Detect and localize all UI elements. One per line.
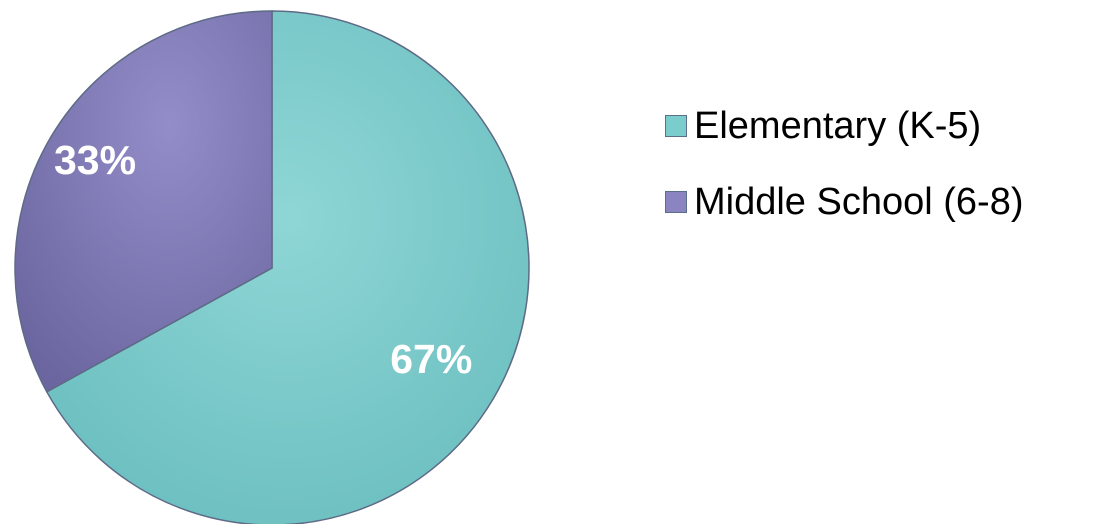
legend-swatch-elementary: [665, 115, 687, 137]
legend-swatch-middle-school: [665, 191, 687, 213]
legend-label-elementary: Elementary (K-5): [694, 104, 982, 147]
legend-item-elementary: Elementary (K-5): [665, 101, 1023, 151]
chart-legend: Elementary (K-5) Middle School (6-8): [665, 101, 1023, 253]
slice-label-elementary: 67%: [390, 336, 472, 382]
pie-slice-middle-school: [14, 10, 273, 393]
legend-label-middle-school: Middle School (6-8): [694, 180, 1024, 223]
slice-label-middle-school: 33%: [54, 137, 136, 183]
pie-slices: [14, 10, 530, 524]
pie-slice-labels: 67% 33%: [54, 137, 472, 382]
pie-slice-elementary: [45, 10, 530, 524]
legend-item-middle-school: Middle School (6-8): [665, 177, 1023, 227]
